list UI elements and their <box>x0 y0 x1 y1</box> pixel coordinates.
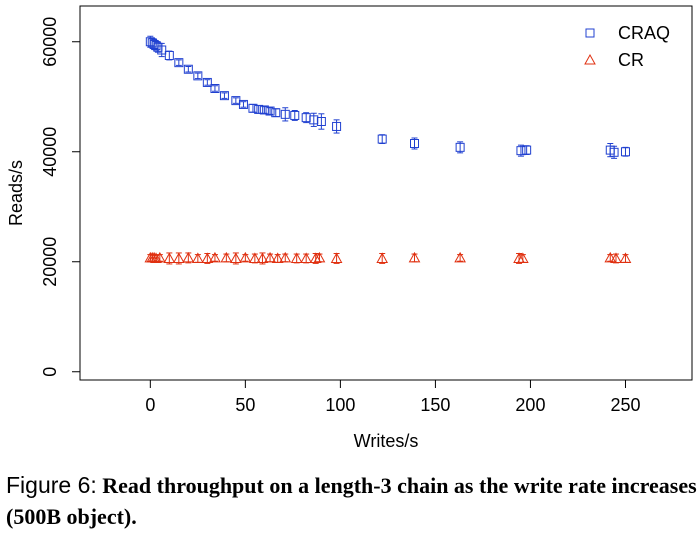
data-point <box>210 84 220 93</box>
data-point <box>280 109 290 119</box>
data-point <box>408 251 421 263</box>
data-point <box>271 252 284 263</box>
data-point <box>220 251 233 263</box>
plot-frame <box>79 5 693 381</box>
caption-label: Figure 6: <box>6 472 97 498</box>
series-craq <box>145 35 630 159</box>
x-tick-label: 100 <box>325 395 355 415</box>
data-point <box>248 103 258 113</box>
data-point <box>455 142 465 152</box>
data-point <box>516 146 526 156</box>
y-tick-label: 40000 <box>40 127 60 177</box>
data-point <box>164 51 174 60</box>
x-axis-title: Writes/s <box>354 431 419 451</box>
data-point <box>239 251 252 263</box>
data-point <box>300 252 313 263</box>
data-point <box>290 252 303 263</box>
data-point <box>309 252 322 263</box>
x-axis: 0 50 100 150 200 250 <box>145 380 641 415</box>
data-point <box>313 251 326 263</box>
series-layer <box>144 35 632 265</box>
x-tick-label: 0 <box>145 395 155 415</box>
data-point <box>219 91 229 101</box>
data-point <box>191 252 204 263</box>
data-point <box>516 252 529 263</box>
data-point <box>202 77 212 87</box>
series-cr <box>144 251 632 265</box>
data-point <box>279 251 292 263</box>
data-point <box>182 251 195 263</box>
figure-caption: Figure 6: Read throughput on a length-3 … <box>6 470 700 532</box>
data-point <box>157 45 167 55</box>
legend-marker-craq <box>585 28 595 38</box>
data-point <box>230 252 242 263</box>
data-point <box>153 251 166 263</box>
legend: CRAQ CR <box>584 23 670 70</box>
y-tick-label: 0 <box>40 367 60 377</box>
data-point <box>332 121 342 131</box>
data-point <box>259 105 269 115</box>
x-tick-label: 150 <box>420 395 450 415</box>
legend-label-craq: CRAQ <box>618 23 670 43</box>
data-point <box>256 252 269 263</box>
data-point <box>609 147 619 157</box>
caption-text: Read throughput on a length-3 chain as t… <box>6 473 697 529</box>
data-point <box>330 252 343 263</box>
data-point <box>163 252 176 263</box>
data-point <box>377 134 387 144</box>
data-point <box>619 252 632 263</box>
data-point <box>238 99 248 109</box>
x-tick-label: 250 <box>610 395 640 415</box>
data-point <box>376 252 389 263</box>
data-point <box>271 108 281 118</box>
data-point <box>249 252 261 263</box>
legend-label-cr: CR <box>618 50 644 70</box>
y-axis: 0 20000 40000 60000 <box>40 17 80 377</box>
data-point <box>201 252 214 263</box>
data-point <box>620 147 630 157</box>
data-point <box>290 110 300 120</box>
data-point <box>172 252 185 263</box>
y-tick-label: 60000 <box>40 17 60 67</box>
data-point <box>183 64 193 74</box>
data-point <box>604 251 617 263</box>
data-point <box>454 251 466 263</box>
x-tick-label: 200 <box>515 395 545 415</box>
y-tick-label: 20000 <box>40 237 60 287</box>
scatter-chart: 0 50 100 150 200 250 0 20000 40000 60000 Writes/… <box>6 5 693 451</box>
data-point <box>193 71 203 81</box>
data-point <box>316 117 326 126</box>
data-point <box>209 251 221 263</box>
data-point <box>150 252 162 263</box>
data-point <box>265 106 275 116</box>
legend-marker-cr <box>584 53 596 65</box>
y-axis-title: Reads/s <box>6 160 26 226</box>
data-point <box>522 145 532 155</box>
data-point <box>254 104 264 114</box>
data-point <box>610 252 622 263</box>
x-tick-label: 50 <box>235 395 255 415</box>
data-point <box>174 58 184 68</box>
data-point <box>264 251 276 263</box>
data-point <box>410 139 420 148</box>
